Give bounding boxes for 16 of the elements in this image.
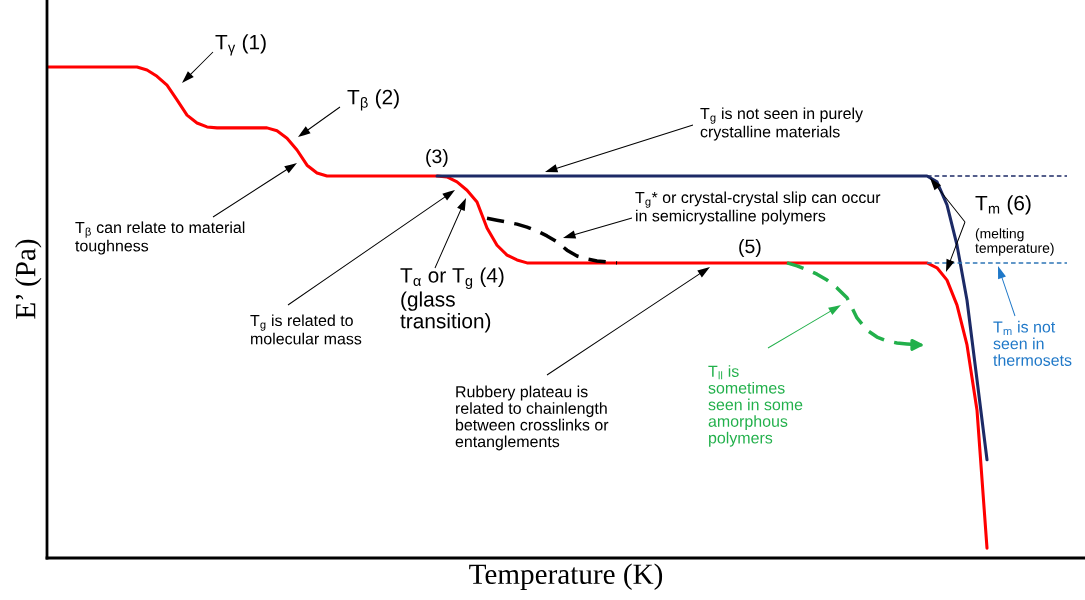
annotation: T$_{m}$ is not seen in thermosets [993,320,1072,366]
annotation: (3) [426,148,448,168]
annotation: T$_{β}$ can relate to material toughness [75,221,245,255]
annotation: T$_{ll}$ is sometimes seen in some amorphous polymers [708,365,803,447]
annotation: T$_{β}$ (2) [347,89,399,111]
annotation: Rubbery plateau is related to chainlength between crosslinks or entanglements [455,385,609,451]
x-axis-title: Temperature (K) [469,563,663,591]
text: T$_{γ}$ (1) [215,34,266,56]
text: T$_{α}$ or T$_{g}$ (4) (glass transition) [400,267,504,333]
y-axis-title: E’ (Pa) [14,239,42,319]
annotation: (melting temperature) [975,228,1054,256]
annotation: T$_{m}$ (6) [975,195,1031,215]
annotation: (5) [739,238,761,258]
annotation: T$_{g}$* or crystal-crystal slip can occur in semicrystalline polymers [635,191,881,225]
annotation: T$_{g}$ is related to molecular mass [250,314,362,345]
annotation: T$_{g}$ is not seen in purely crystalline materials [700,107,864,141]
